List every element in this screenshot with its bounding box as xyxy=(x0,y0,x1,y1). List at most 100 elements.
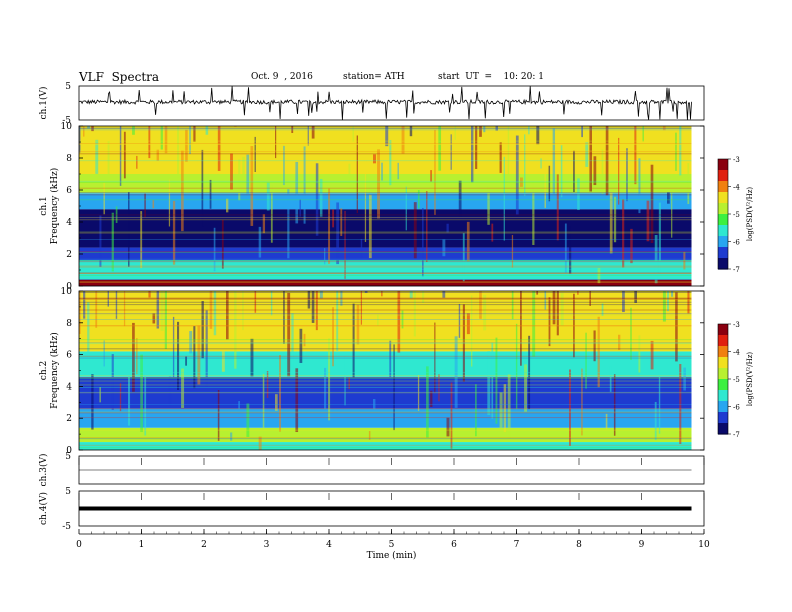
x-tick-label: 4 xyxy=(326,540,332,550)
spectral-streak xyxy=(83,291,86,319)
spectral-streak xyxy=(279,128,281,165)
spectral-streak xyxy=(573,293,575,358)
spectral-line xyxy=(79,319,692,320)
spectral-streak xyxy=(454,336,458,408)
colorbar-cell xyxy=(718,266,728,270)
colorbar-cell xyxy=(718,346,728,350)
spectral-line xyxy=(79,129,692,131)
colorbar-cell xyxy=(718,244,728,248)
spectral-streak xyxy=(626,291,629,321)
spectral-line xyxy=(79,143,692,145)
spectral-streak xyxy=(381,291,383,297)
spectral-streak xyxy=(483,126,486,133)
spectral-streak xyxy=(266,371,269,399)
spectral-streak xyxy=(687,163,690,205)
spectral-streak xyxy=(515,135,519,215)
colorbar-cell xyxy=(718,354,728,358)
spectral-streak xyxy=(658,376,661,434)
spectral-streak xyxy=(217,390,220,441)
colorbar-cell xyxy=(718,186,728,190)
spectral-streak xyxy=(250,338,254,377)
spectral-streak xyxy=(217,126,221,171)
spectral-streak xyxy=(495,337,498,424)
spectral-streak xyxy=(642,126,644,142)
spectral-streak xyxy=(528,126,530,135)
spectral-streak xyxy=(221,311,225,372)
spectral-streak xyxy=(115,291,118,319)
spectral-streak xyxy=(311,291,315,323)
colorbar-cell xyxy=(718,211,728,215)
spectral-streak xyxy=(103,340,105,367)
spectral-streak xyxy=(646,200,650,242)
spectral-streak xyxy=(336,291,339,351)
spectral-streak xyxy=(99,215,102,267)
spectral-streak xyxy=(413,291,416,337)
colorbar-cell xyxy=(718,395,728,399)
colorbar-tick-label: -5 xyxy=(733,211,740,219)
colorbar-cell xyxy=(718,208,728,212)
colorbar-label: log(PSD(V²/Hz) xyxy=(746,187,754,242)
spectral-streak xyxy=(499,142,502,173)
spectral-streak xyxy=(234,126,237,127)
spectral-streak xyxy=(160,291,164,331)
spectral-streak xyxy=(238,159,241,201)
spectral-line xyxy=(79,375,692,377)
colorbar-cell xyxy=(718,368,728,372)
spectral-line xyxy=(79,325,692,327)
colorbar-cell xyxy=(718,329,728,333)
spectral-streak xyxy=(315,291,318,331)
spectral-streak xyxy=(319,178,323,217)
spectral-streak xyxy=(520,291,522,366)
spectral-streak xyxy=(409,126,413,137)
spectral-line xyxy=(79,438,692,440)
spectral-streak xyxy=(115,206,118,223)
x-tick-label: 6 xyxy=(451,540,457,550)
spectral-streak xyxy=(613,196,617,243)
colorbar-cell xyxy=(718,172,728,177)
colorbar-cell xyxy=(718,362,728,366)
x-tick-label: 7 xyxy=(514,540,520,550)
spectral-streak xyxy=(609,366,612,392)
colorbar-cell xyxy=(718,384,728,388)
spectral-line xyxy=(79,192,692,193)
spectral-streak xyxy=(291,313,294,371)
spectral-line xyxy=(79,214,692,216)
spectral-streak xyxy=(123,291,126,327)
spectral-streak xyxy=(389,140,392,186)
spectral-streak xyxy=(638,158,641,214)
spectral-streak xyxy=(434,129,436,216)
spectral-streak xyxy=(95,139,99,174)
spectral-band-2 xyxy=(79,247,692,261)
spectral-streak xyxy=(230,153,233,190)
spectral-streak xyxy=(618,137,620,205)
spectral-streak xyxy=(389,340,392,379)
colorbar-cell xyxy=(718,401,728,405)
spectral-streak xyxy=(119,383,122,412)
x-tick-label: 8 xyxy=(576,540,582,550)
spectral-streak xyxy=(495,126,498,131)
x-tick-label: 10 xyxy=(698,540,710,550)
spectral-line xyxy=(79,408,692,410)
x-axis-label: Time (min) xyxy=(367,550,417,561)
spectral-streak xyxy=(209,291,213,329)
colorbar-cell xyxy=(718,175,728,179)
spectral-streak xyxy=(185,129,188,162)
x-tick-label: 3 xyxy=(264,540,270,550)
spectral-streak xyxy=(552,128,556,208)
spectral-line xyxy=(79,378,692,380)
colorbar-cell xyxy=(718,247,728,251)
spectral-line xyxy=(79,182,692,183)
spectral-streak xyxy=(152,313,156,324)
spectral-streak xyxy=(368,431,371,440)
spectral-streak xyxy=(201,301,204,359)
y-tick-label: -5 xyxy=(62,116,71,126)
spectral-streak xyxy=(238,401,240,427)
colorbar-cell xyxy=(718,161,728,166)
spectral-streak xyxy=(95,291,98,328)
y-axis-label: ch.4(V) xyxy=(38,492,49,525)
y-tick-label: 4 xyxy=(66,218,72,228)
spectral-streak xyxy=(536,291,539,295)
spectral-line xyxy=(79,268,692,270)
colorbar-cell xyxy=(718,343,728,347)
spectral-streak xyxy=(123,131,126,179)
